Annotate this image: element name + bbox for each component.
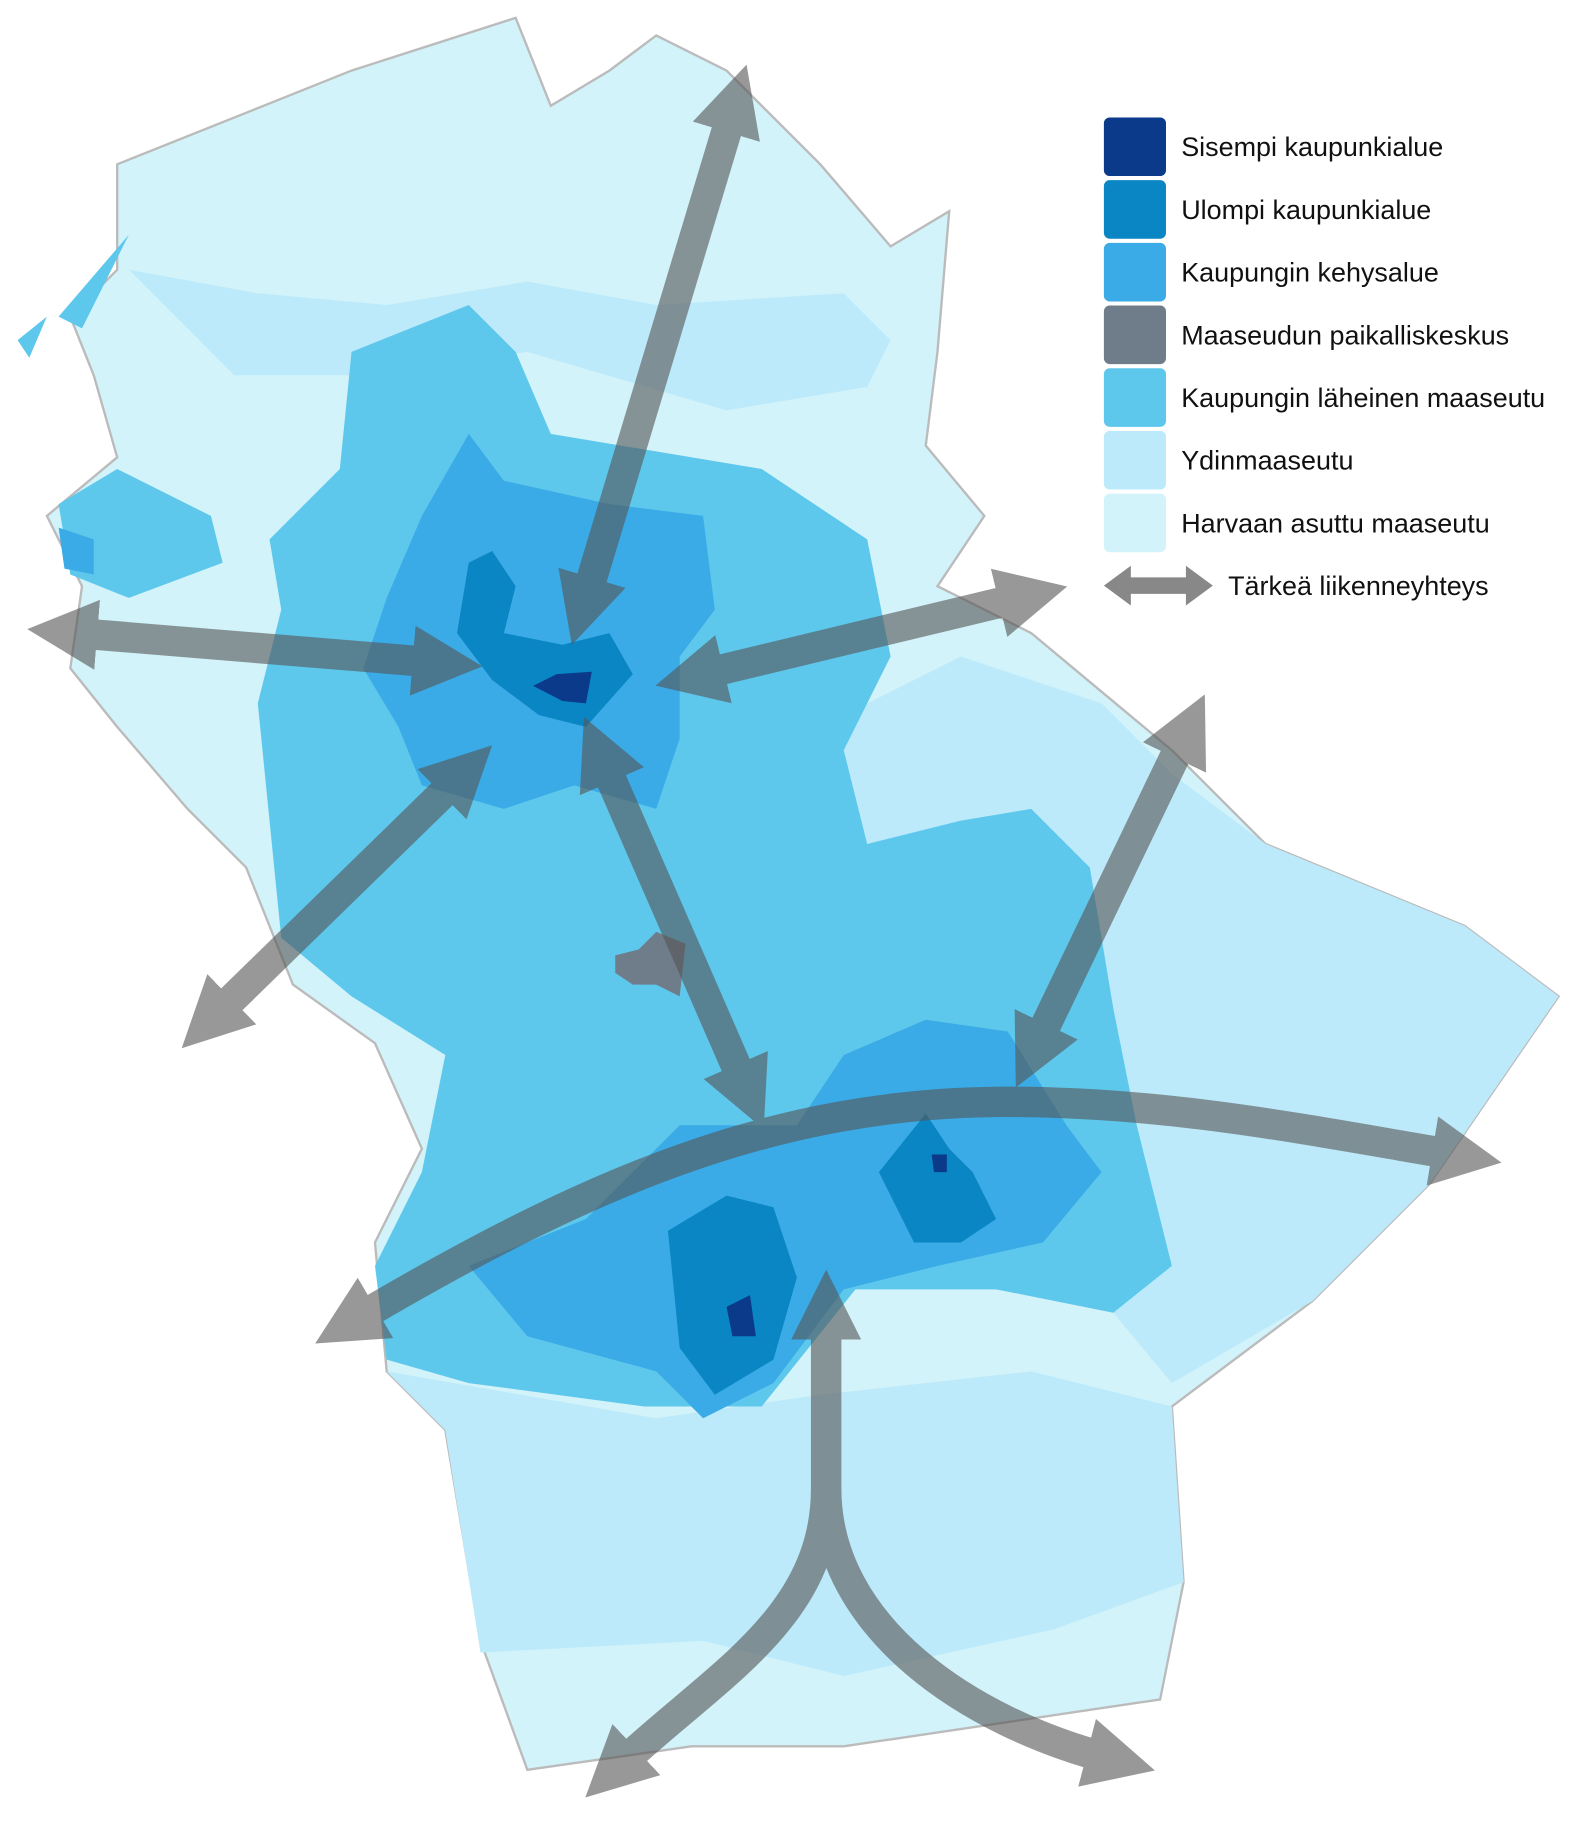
legend-label: Kaupungin läheinen maaseutu — [1181, 383, 1545, 413]
legend-label: Maaseudun paikalliskeskus — [1181, 320, 1509, 350]
legend-swatch — [1103, 180, 1166, 239]
connection-arrow — [315, 1086, 1502, 1344]
legend-swatch — [1103, 430, 1166, 490]
connection-arrow — [181, 745, 493, 1049]
legend-swatch — [1103, 117, 1166, 177]
legend: Sisempi kaupunkialue Ulompi kaupunkialue K… — [1103, 117, 1545, 606]
legend-label: Tärkeä liikenneyhteys — [1228, 571, 1489, 601]
inner-urban — [533, 671, 592, 704]
connection-arrow — [1014, 694, 1207, 1088]
legend-arrow-icon — [1103, 565, 1213, 606]
inner-urban — [931, 1154, 947, 1173]
connection-arrow — [655, 568, 1068, 704]
legend-label: Ydinmaaseutu — [1181, 446, 1353, 476]
connection-arrow — [579, 717, 768, 1130]
legend-swatch — [1103, 493, 1166, 553]
near-city-rural — [58, 469, 223, 598]
legend-label: Sisempi kaupunkialue — [1181, 132, 1443, 162]
connection-arrow — [810, 1488, 1155, 1787]
legend-swatch — [1103, 368, 1166, 427]
traffic-connections — [27, 64, 1502, 1798]
legend-label: Harvaan asuttu maaseutu — [1181, 508, 1489, 538]
connection-arrow — [27, 599, 483, 696]
legend-swatch — [1103, 305, 1166, 365]
connection-arrow — [558, 64, 760, 645]
legend-swatch — [1103, 242, 1166, 302]
near-city-rural — [17, 234, 129, 358]
legend-label: Kaupungin kehysalue — [1181, 258, 1439, 288]
urban-fringe — [58, 527, 94, 575]
legend-label: Ulompi kaupunkialue — [1181, 195, 1431, 225]
